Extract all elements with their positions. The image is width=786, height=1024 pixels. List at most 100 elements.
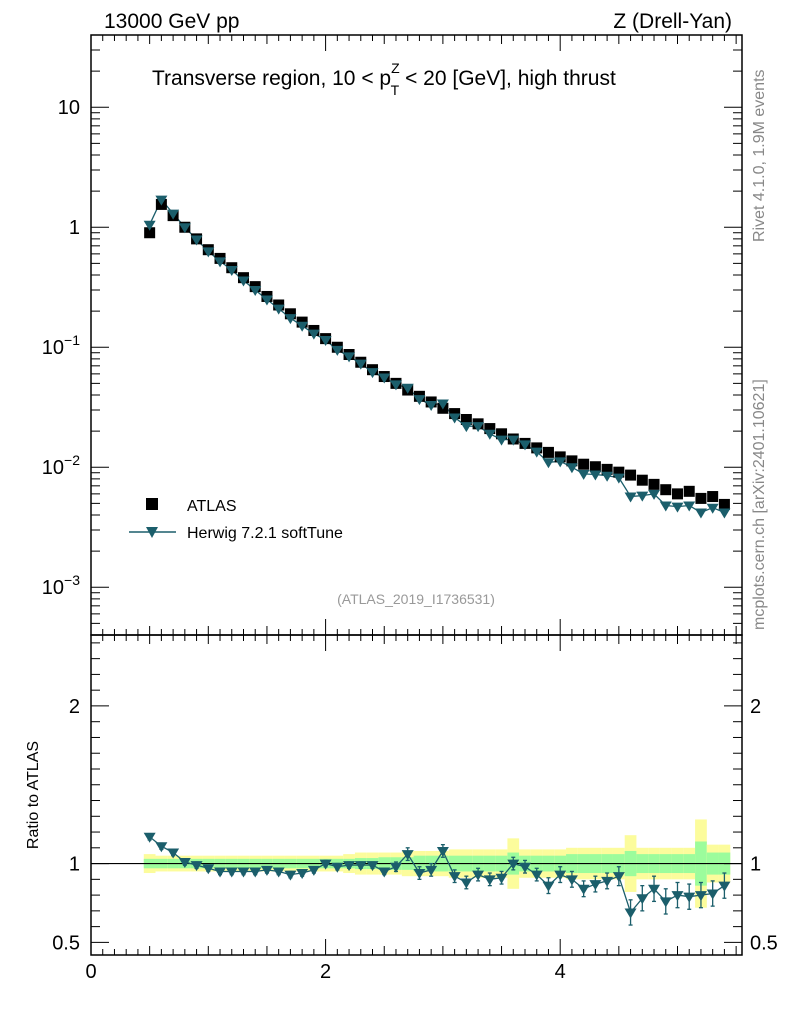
herwig-point (554, 457, 567, 468)
herwig-point (296, 321, 309, 332)
herwig-point (448, 413, 461, 424)
ratio-point (612, 872, 625, 883)
ratio-point (401, 850, 414, 861)
y-tick-label-exp: −3 (64, 572, 80, 588)
plot-title: Transverse region, 10 < pZ T < 20 [GeV], … (152, 60, 616, 98)
ratio-point (694, 891, 707, 902)
main-data-marks (143, 195, 731, 519)
herwig-point (354, 359, 367, 370)
ratio-point (601, 876, 614, 887)
rivet-version-label: Rivet 4.1.0, 1.9M events (751, 69, 768, 242)
ratio-y-tick-label-right: 0.5 (750, 932, 778, 954)
herwig-point (389, 380, 402, 391)
ratio-frame (90, 634, 743, 956)
ratio-point (659, 897, 672, 908)
ratio-data-marks (143, 832, 731, 926)
ratio-point (389, 862, 402, 873)
atlas-point (144, 227, 156, 239)
ratio-y-tick-label-right: 1 (750, 854, 761, 876)
herwig-point (472, 422, 485, 433)
ratio-point (636, 894, 649, 905)
ratio-point (237, 867, 250, 878)
atlas-point (695, 492, 707, 504)
herwig-point (319, 335, 332, 346)
ratio-y-tick-label-right: 2 (750, 696, 761, 718)
herwig-point (483, 429, 496, 440)
ratio-point (366, 861, 379, 872)
herwig-point (214, 257, 227, 268)
herwig-point (237, 276, 250, 287)
herwig-point (284, 314, 297, 325)
ratio-point (436, 846, 449, 857)
title-suffix: < 20 [GeV], high thrust (399, 67, 616, 90)
atlas-point (718, 498, 730, 510)
legend-atlas-marker (146, 498, 158, 510)
ratio-point (683, 892, 696, 903)
y-tick-label: 10−2 (42, 452, 80, 479)
ratio-point (272, 867, 285, 878)
atlas-point (589, 461, 601, 473)
ratio-point (565, 875, 578, 886)
ratio-point (460, 878, 473, 889)
herwig-point (249, 285, 262, 296)
herwig-point (671, 502, 684, 513)
herwig-point (378, 373, 391, 384)
herwig-point (225, 266, 238, 277)
atlas-point (284, 308, 296, 320)
x-tick-label: 0 (85, 961, 96, 983)
x-tick-label: 2 (320, 961, 331, 983)
herwig-point (694, 508, 707, 519)
title-sub: T (391, 82, 400, 98)
legend-herwig-marker (146, 527, 158, 538)
ratio-point (143, 832, 156, 843)
herwig-point (202, 247, 215, 258)
ratio-point (589, 880, 602, 891)
ratio-ticks (90, 635, 742, 955)
atlas-point (683, 485, 695, 497)
legend-herwig-label: Herwig 7.2.1 softTune (187, 525, 343, 542)
mcplots-label: mcplots.cern.ch [arXiv:2401.10621] (751, 379, 768, 630)
ratio-tick-labels: 0.5 0.5 1 1 2 2 0 2 4 (52, 696, 778, 983)
atlas-point (671, 488, 683, 500)
ratio-point (260, 865, 273, 876)
ratio-point (425, 865, 438, 876)
herwig-point (519, 440, 531, 451)
ratio-y-axis-label: Ratio to ATLAS (25, 741, 42, 849)
y-tick-label-base: 10 (42, 457, 64, 479)
herwig-point (307, 329, 320, 340)
atlas-point (660, 484, 672, 496)
herwig-point (648, 489, 661, 500)
ratio-point (648, 884, 661, 895)
ratio-y-tick-label: 0.5 (52, 932, 80, 954)
herwig-point (612, 473, 625, 484)
ratio-point (483, 875, 496, 886)
main-y-ticks (90, 34, 742, 636)
ratio-point (577, 884, 590, 895)
herwig-point (683, 501, 696, 512)
ratio-point (495, 873, 508, 884)
herwig-point (460, 422, 473, 433)
herwig-point (167, 209, 180, 220)
ratio-point (507, 859, 520, 870)
x-tick-label: 4 (555, 961, 566, 983)
header-right: Z (Drell-Yan) (613, 10, 732, 33)
y-tick-label: 10−3 (42, 572, 80, 599)
herwig-point (706, 503, 719, 514)
herwig-point (495, 435, 508, 446)
ratio-point (307, 865, 320, 876)
header-left: 13000 GeV pp (104, 10, 239, 33)
herwig-point (155, 195, 168, 206)
ratio-point (624, 908, 637, 919)
ratio-point (343, 861, 356, 872)
herwig-point (436, 399, 449, 410)
y-tick-label: 10 (58, 97, 80, 119)
atlas-point (554, 451, 566, 463)
ratio-point (354, 861, 367, 872)
ratio-point (225, 867, 238, 878)
herwig-point (260, 295, 273, 306)
ratio-point (718, 881, 731, 892)
herwig-point (624, 492, 637, 503)
herwig-point (718, 508, 731, 519)
ratio-point (214, 867, 227, 878)
